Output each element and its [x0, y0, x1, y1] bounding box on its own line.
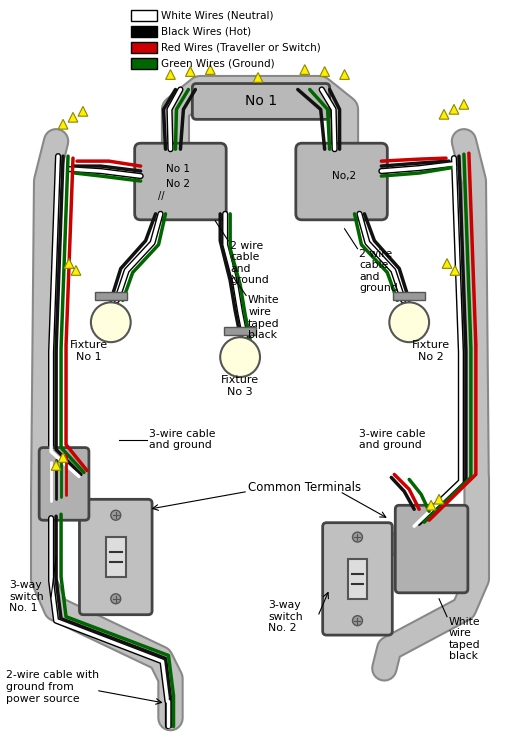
Text: Common Terminals: Common Terminals	[248, 481, 361, 494]
FancyBboxPatch shape	[395, 505, 468, 593]
Text: 2-wire cable with
ground from
power source: 2-wire cable with ground from power sour…	[6, 670, 99, 704]
Circle shape	[111, 510, 121, 520]
Bar	[224, 327, 256, 335]
Polygon shape	[340, 70, 349, 80]
Bar	[393, 293, 425, 300]
Text: 3-way
switch
No. 2: 3-way switch No. 2	[268, 600, 303, 633]
Polygon shape	[58, 452, 68, 462]
Bar	[130, 58, 157, 68]
Polygon shape	[78, 106, 88, 116]
FancyBboxPatch shape	[296, 143, 387, 220]
Circle shape	[91, 302, 130, 343]
Polygon shape	[450, 265, 460, 276]
Text: Fixture
No 3: Fixture No 3	[221, 375, 259, 397]
Text: Red Wires (Traveller or Switch): Red Wires (Traveller or Switch)	[161, 42, 321, 52]
FancyBboxPatch shape	[39, 447, 89, 520]
Polygon shape	[165, 70, 175, 80]
Polygon shape	[68, 112, 78, 122]
Bar	[106, 537, 126, 577]
Text: White
wire
taped
black: White wire taped black	[449, 617, 481, 661]
FancyBboxPatch shape	[79, 499, 152, 614]
Text: Fixture
No 2: Fixture No 2	[412, 340, 450, 362]
Text: No 1: No 1	[245, 94, 277, 108]
Polygon shape	[205, 65, 215, 74]
Circle shape	[352, 532, 362, 542]
Text: No,2: No,2	[331, 171, 356, 181]
Polygon shape	[442, 259, 452, 268]
Text: 3-way
switch
No. 1: 3-way switch No. 1	[9, 580, 44, 614]
FancyBboxPatch shape	[193, 83, 329, 120]
Text: 3-wire cable
and ground: 3-wire cable and ground	[149, 429, 215, 450]
Polygon shape	[300, 65, 310, 74]
Bar	[130, 26, 157, 37]
Text: 2 wire
cable
and
ground: 2 wire cable and ground	[360, 249, 398, 293]
FancyBboxPatch shape	[135, 143, 226, 220]
Polygon shape	[64, 259, 74, 268]
Polygon shape	[71, 265, 81, 276]
Circle shape	[352, 616, 362, 626]
Text: No 2: No 2	[165, 179, 189, 189]
Text: 3-wire cable
and ground: 3-wire cable and ground	[360, 429, 426, 450]
Polygon shape	[459, 100, 469, 109]
Polygon shape	[58, 120, 68, 129]
Polygon shape	[439, 109, 449, 119]
Polygon shape	[320, 67, 329, 77]
Circle shape	[111, 594, 121, 604]
Polygon shape	[253, 73, 263, 82]
Text: White Wires (Neutral): White Wires (Neutral)	[161, 10, 273, 20]
Polygon shape	[185, 67, 195, 77]
Bar	[348, 559, 367, 599]
Circle shape	[389, 302, 429, 343]
Text: //: //	[158, 191, 164, 201]
Text: Fixture
No 1: Fixture No 1	[70, 340, 108, 362]
Bar	[130, 42, 157, 53]
Bar	[130, 10, 157, 21]
Polygon shape	[434, 494, 444, 504]
Circle shape	[220, 337, 260, 377]
Polygon shape	[51, 461, 61, 470]
Text: No 1: No 1	[165, 164, 189, 174]
Text: Green Wires (Ground): Green Wires (Ground)	[161, 58, 274, 68]
Polygon shape	[449, 105, 459, 114]
Text: Black Wires (Hot): Black Wires (Hot)	[161, 26, 251, 36]
FancyBboxPatch shape	[323, 522, 393, 635]
Bar	[95, 293, 127, 300]
Text: White
wire
taped
black: White wire taped black	[248, 296, 280, 340]
Polygon shape	[426, 500, 436, 510]
Text: 2 wire
cable
and
ground: 2 wire cable and ground	[230, 241, 269, 285]
